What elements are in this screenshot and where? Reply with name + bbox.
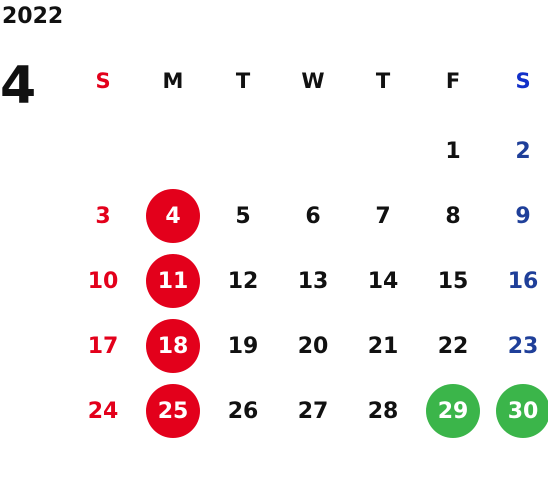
weekday-header: S — [515, 69, 531, 93]
day-cell[interactable]: 21 — [367, 333, 399, 359]
day-cell-highlighted[interactable]: 25 — [146, 384, 200, 438]
day-cell-highlighted[interactable]: 18 — [146, 319, 200, 373]
day-cell[interactable]: 12 — [227, 268, 259, 294]
day-cell[interactable]: 2 — [515, 138, 531, 164]
weekday-header: W — [301, 69, 325, 93]
day-cell[interactable]: 20 — [297, 333, 329, 359]
day-cell[interactable]: 23 — [507, 333, 539, 359]
day-cell[interactable]: 9 — [515, 203, 531, 229]
day-cell-highlighted[interactable]: 11 — [146, 254, 200, 308]
day-cell[interactable]: 1 — [445, 138, 461, 164]
day-cell[interactable]: 15 — [437, 268, 469, 294]
month-label: 4 — [0, 56, 37, 116]
day-cell[interactable]: 28 — [367, 398, 399, 424]
day-cell-highlighted[interactable]: 4 — [146, 189, 200, 243]
day-cell[interactable]: 17 — [87, 333, 119, 359]
day-cell[interactable]: 8 — [445, 203, 461, 229]
day-cell[interactable]: 6 — [305, 203, 321, 229]
day-cell[interactable]: 24 — [87, 398, 119, 424]
year-label: 2022 — [2, 4, 64, 29]
weekday-header: T — [375, 69, 391, 93]
weekday-header: M — [162, 69, 184, 93]
day-cell[interactable]: 13 — [297, 268, 329, 294]
day-cell[interactable]: 27 — [297, 398, 329, 424]
day-cell[interactable]: 26 — [227, 398, 259, 424]
day-cell-highlighted[interactable]: 29 — [426, 384, 480, 438]
day-cell[interactable]: 14 — [367, 268, 399, 294]
day-cell[interactable]: 3 — [95, 203, 111, 229]
day-cell-highlighted[interactable]: 30 — [496, 384, 548, 438]
weekday-header: F — [445, 69, 461, 93]
day-cell[interactable]: 22 — [437, 333, 469, 359]
day-cell[interactable]: 10 — [87, 268, 119, 294]
weekday-header: S — [95, 69, 111, 93]
day-cell[interactable]: 7 — [375, 203, 391, 229]
day-cell[interactable]: 19 — [227, 333, 259, 359]
day-cell[interactable]: 16 — [507, 268, 539, 294]
weekday-header: T — [235, 69, 251, 93]
day-cell[interactable]: 5 — [235, 203, 251, 229]
